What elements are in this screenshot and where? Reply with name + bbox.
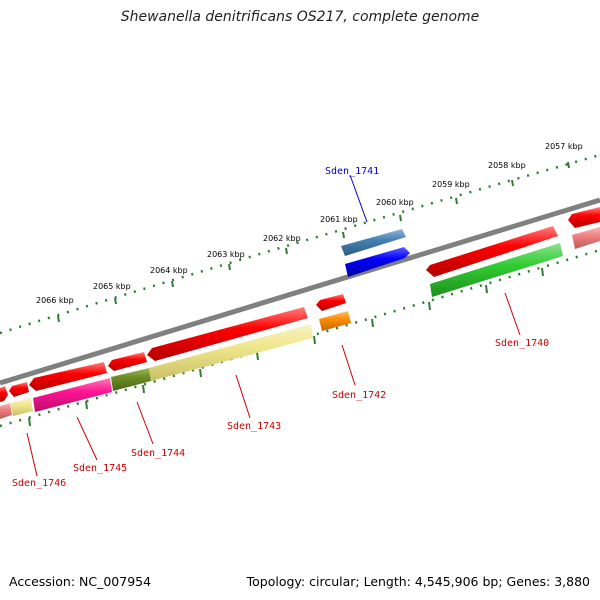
gene-forward-cds-left-edge[interactable] xyxy=(0,386,8,402)
scale-label-2059: 2059 kbp xyxy=(432,180,470,189)
label-leader-lines xyxy=(26,174,521,477)
genome-backbone xyxy=(0,197,600,386)
scale-label-2063: 2063 kbp xyxy=(207,250,245,259)
gene-sden-1742[interactable] xyxy=(316,294,346,311)
gene-sden-1742-orange[interactable] xyxy=(319,311,351,331)
gene-forward-cds-b[interactable] xyxy=(29,362,107,391)
gene-forward-cds-right-edge[interactable] xyxy=(568,207,600,228)
gene-label-sden-1742[interactable]: Sden_1742 xyxy=(332,390,386,401)
outer-major-ticks xyxy=(57,161,570,323)
map-title: Shewanella denitrificans OS217, complete… xyxy=(120,9,480,25)
scale-label-2062: 2062 kbp xyxy=(263,234,301,243)
scale-label-2058: 2058 kbp xyxy=(488,161,526,170)
gene-label-sden-1740[interactable]: Sden_1740 xyxy=(495,338,549,349)
inner-major-ticks xyxy=(28,267,544,427)
gene-sden-1743[interactable] xyxy=(149,324,313,381)
gene-forward-cds-a[interactable] xyxy=(9,382,29,397)
gene-sden-1740-green[interactable] xyxy=(430,243,563,297)
gene-sden-1741-steelblue[interactable] xyxy=(341,229,406,256)
gene-label-sden-1744[interactable]: Sden_1744 xyxy=(131,448,185,459)
gene-sden-1740[interactable] xyxy=(426,226,558,277)
gene-pink-right-edge[interactable] xyxy=(572,227,600,249)
gene-sden-1745[interactable] xyxy=(33,378,112,412)
gene-label-sden-1746[interactable]: Sden_1746 xyxy=(12,478,66,489)
scale-label-2061: 2061 kbp xyxy=(320,215,358,224)
scale-label-2060: 2060 kbp xyxy=(376,198,414,207)
gene-label-sden-1743[interactable]: Sden_1743 xyxy=(227,421,281,432)
gene-forward-cds-c[interactable] xyxy=(108,352,147,371)
scale-label-2057: 2057 kbp xyxy=(545,142,583,151)
gene-pink-left-edge[interactable] xyxy=(0,403,12,419)
scale-label-2064: 2064 kbp xyxy=(150,266,188,275)
gene-forward-cds-d[interactable] xyxy=(147,307,308,361)
gene-label-sden-1741[interactable]: Sden_1741 xyxy=(325,166,379,177)
gene-sden-1746[interactable] xyxy=(11,398,33,416)
scale-labels: 2057 kbp 2058 kbp 2059 kbp 2060 kbp 2061… xyxy=(36,142,583,305)
scale-label-2065: 2065 kbp xyxy=(93,282,131,291)
scale-label-2066: 2066 kbp xyxy=(36,296,74,305)
gene-label-sden-1745[interactable]: Sden_1745 xyxy=(73,463,127,474)
gene-sden-1741[interactable] xyxy=(345,247,410,277)
gene-sden-1744[interactable] xyxy=(111,368,151,391)
accession-text: Accession: NC_007954 xyxy=(9,574,152,589)
genome-summary-text: Topology: circular; Length: 4,545,906 bp… xyxy=(246,574,590,589)
